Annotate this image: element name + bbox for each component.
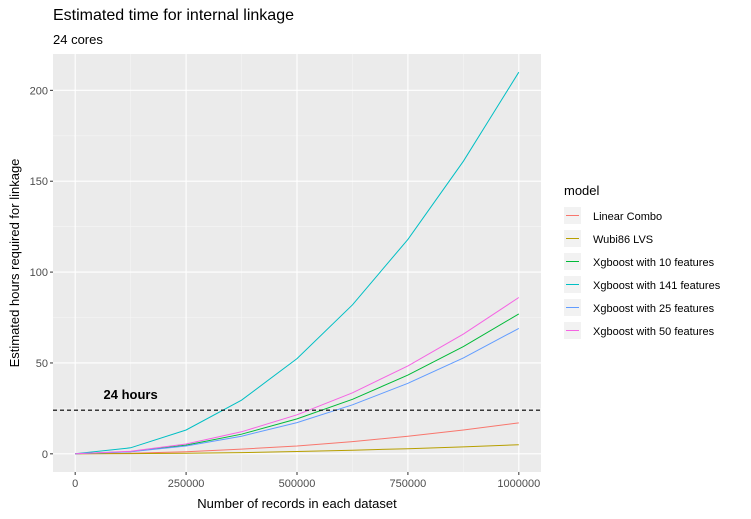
x-tick-label: 750000 — [390, 478, 427, 490]
series-line-xgboost-with-50-features — [75, 297, 520, 455]
series-lines — [75, 71, 520, 455]
y-axis-ticks: 0 50 100 150 200 — [30, 85, 53, 461]
legend-label: Xgboost with 141 features — [593, 280, 721, 292]
reference-line-label: 24 hours — [104, 387, 158, 402]
series-line-linear-combo — [75, 422, 519, 455]
x-axis-ticks: 0 250000 500000 750000 1000000 — [72, 472, 540, 490]
y-tick-label: 200 — [30, 85, 48, 97]
chart-subtitle: 24 cores — [53, 32, 103, 47]
x-tick-label: 0 — [72, 478, 78, 490]
legend-label: Xgboost with 50 features — [593, 326, 715, 338]
legend-title: model — [564, 183, 600, 198]
series-line-xgboost-with-25-features — [75, 327, 520, 455]
major-gridlines — [53, 54, 541, 472]
legend-label: Wubi86 LVS — [593, 234, 653, 246]
x-axis-title: Number of records in each dataset — [197, 496, 397, 511]
x-tick-label: 1000000 — [497, 478, 540, 490]
x-tick-label: 250000 — [168, 478, 205, 490]
chart-title: Estimated time for internal linkage — [53, 7, 294, 24]
series-line-wubi86-lvs — [75, 444, 519, 455]
x-tick-label: 500000 — [279, 478, 316, 490]
legend-label: Linear Combo — [593, 211, 662, 223]
y-tick-label: 150 — [30, 176, 48, 188]
y-tick-label: 100 — [30, 267, 48, 279]
y-tick-label: 50 — [36, 358, 48, 370]
legend-label: Xgboost with 10 features — [593, 257, 715, 269]
y-axis-title: Estimated hours required for linkage — [7, 159, 22, 368]
legend-label: Xgboost with 25 features — [593, 303, 715, 315]
y-tick-label: 0 — [42, 449, 48, 461]
series-line-xgboost-with-141-features — [75, 71, 520, 455]
legend: model Linear Combo Wubi86 LVS Xgboost with… — [564, 183, 721, 339]
legend-items: Linear Combo Wubi86 LVS Xgboost with 10 fe… — [564, 207, 721, 339]
